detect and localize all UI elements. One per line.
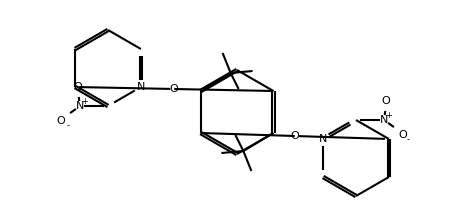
Text: O: O bbox=[57, 116, 66, 126]
Text: +: + bbox=[386, 110, 392, 119]
Text: -: - bbox=[407, 136, 409, 144]
Text: N: N bbox=[137, 82, 145, 92]
Text: N: N bbox=[319, 134, 327, 144]
Text: -: - bbox=[67, 121, 69, 131]
Text: N: N bbox=[380, 115, 388, 125]
Text: O: O bbox=[382, 96, 390, 106]
Text: O: O bbox=[291, 131, 299, 141]
Text: O: O bbox=[399, 130, 407, 140]
Text: O: O bbox=[73, 82, 82, 92]
Text: N: N bbox=[76, 101, 84, 111]
Text: +: + bbox=[82, 97, 88, 106]
Text: O: O bbox=[170, 84, 179, 94]
